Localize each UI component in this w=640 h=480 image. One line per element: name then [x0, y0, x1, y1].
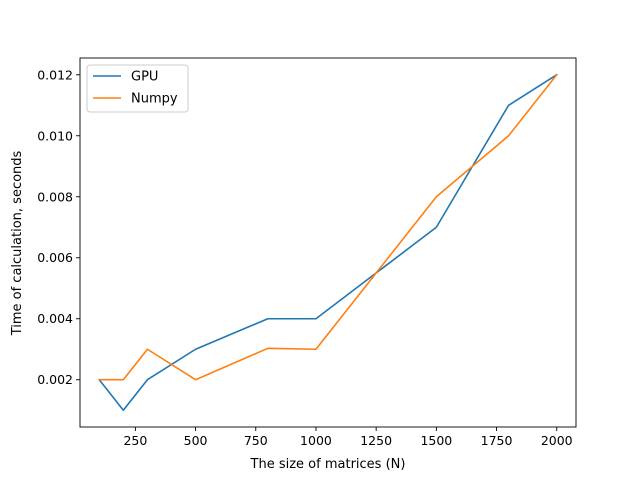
y-tick-label: 0.010: [37, 128, 73, 143]
x-tick-label: 1750: [481, 433, 513, 448]
y-tick-label: 0.004: [37, 311, 73, 326]
y-axis-label: Time of calculation, seconds: [10, 150, 25, 336]
axes: [79, 57, 577, 428]
legend-label-gpu: GPU: [131, 70, 158, 85]
axes-frame: [79, 57, 577, 428]
series-lines: [98, 73, 558, 412]
y-tick-label: 0.012: [37, 67, 73, 82]
ticks: 250 500 750 1000 1250 1500 1750 2000 0.002 0.004 0…: [37, 67, 572, 448]
x-tick-label: 1250: [360, 433, 392, 448]
x-tick-label: 750: [244, 433, 268, 448]
x-tick-label: 2000: [541, 433, 573, 448]
x-tick-label: 250: [123, 433, 147, 448]
x-tick-label: 1000: [300, 433, 332, 448]
y-tick-label: 0.006: [37, 250, 73, 265]
y-tick-label: 0.008: [37, 189, 73, 204]
series-line-gpu: [98, 73, 558, 412]
x-tick-label: 500: [184, 433, 208, 448]
series-line-numpy: [98, 73, 558, 381]
y-tick-label: 0.002: [37, 372, 73, 387]
legend-label-numpy: Numpy: [131, 92, 178, 107]
x-axis-label: The size of matrices (N): [250, 457, 406, 472]
legend: GPU Numpy: [86, 64, 189, 113]
x-tick-label: 1500: [420, 433, 452, 448]
